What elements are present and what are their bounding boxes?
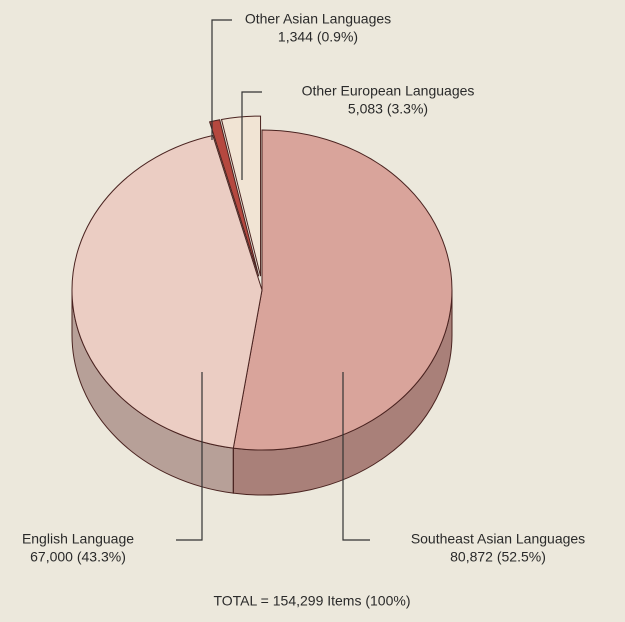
slice [208, 119, 260, 277]
slice [71, 134, 263, 449]
slice-label: Other Asian Languages [245, 11, 391, 27]
slice [232, 129, 453, 451]
leader-line [211, 19, 232, 140]
slice-label: English Language [22, 531, 134, 547]
slice-label: Other European Languages [302, 83, 475, 99]
slice-label: Southeast Asian Languages [411, 531, 585, 547]
slice-value-label: 67,000 (43.3%) [30, 549, 126, 565]
slice [220, 115, 262, 277]
leader-line [176, 372, 203, 541]
slice-value-label: 1,344 (0.9%) [278, 29, 358, 45]
total-label: TOTAL = 154,299 Items (100%) [213, 593, 410, 609]
leader-line [241, 91, 262, 180]
leader-line [342, 372, 370, 541]
slice-value-label: 5,083 (3.3%) [348, 101, 428, 117]
slice-value-label: 80,872 (52.5%) [450, 549, 546, 565]
